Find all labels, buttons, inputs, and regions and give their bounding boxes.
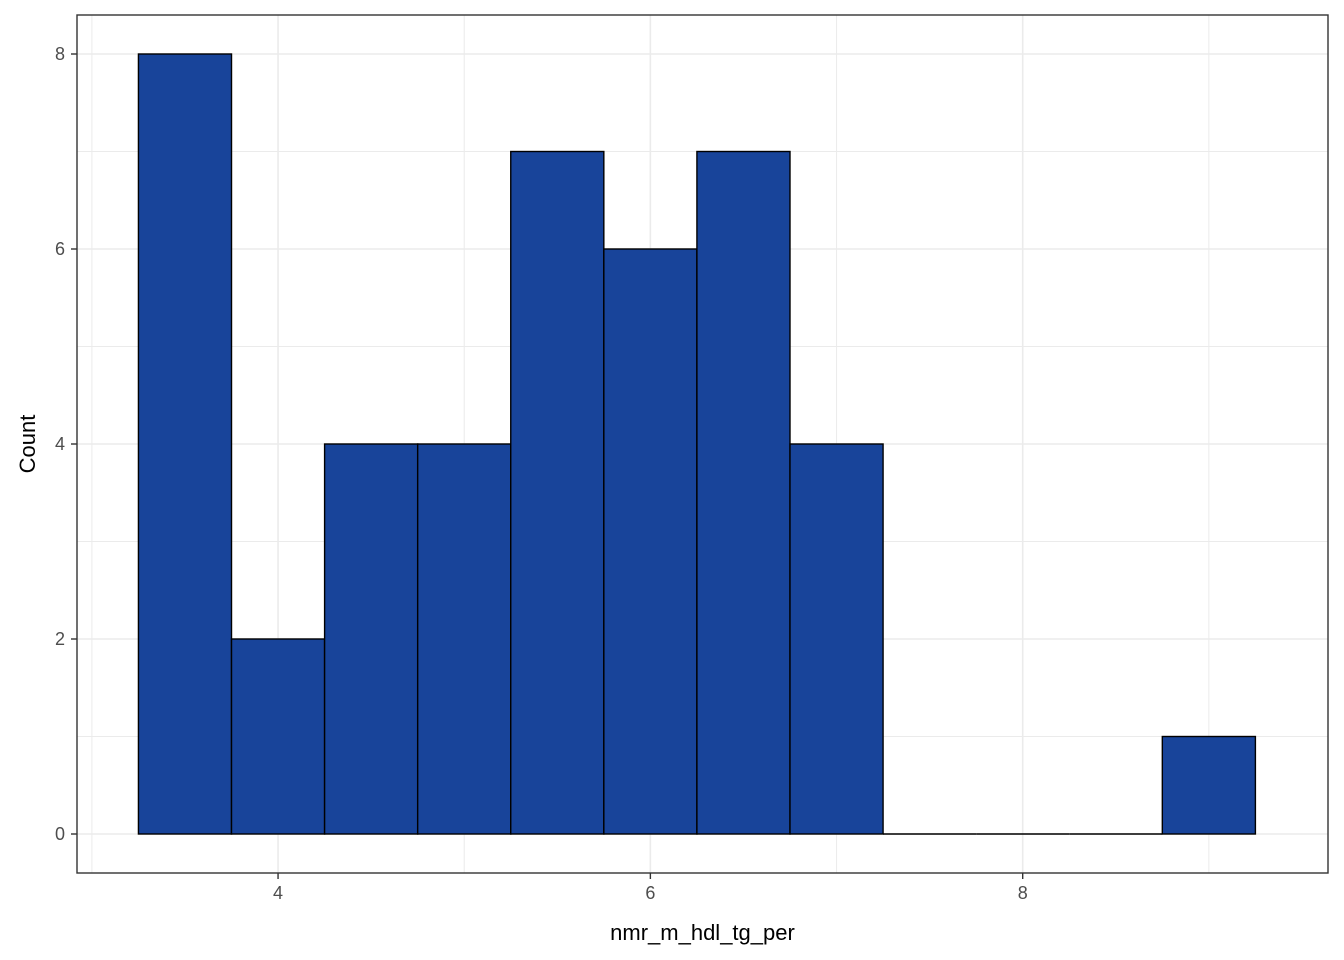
y-tick-label: 8 [55, 44, 65, 64]
histogram-bar [789, 443, 884, 835]
histogram-bars [137, 53, 1257, 835]
histogram-bar [137, 53, 233, 835]
x-axis-title: nmr_m_hdl_tg_per [610, 920, 795, 945]
histogram-bar [230, 638, 326, 835]
histogram-bar [416, 443, 512, 835]
y-tick-label: 6 [55, 239, 65, 259]
histogram-bar [696, 150, 791, 835]
y-axis-title: Count [15, 415, 40, 474]
histogram-bar [1161, 735, 1257, 835]
histogram-bar [510, 150, 605, 835]
histogram-bar [323, 443, 419, 835]
x-tick-label: 8 [1018, 883, 1028, 903]
y-tick-label: 0 [55, 824, 65, 844]
x-tick-label: 4 [273, 883, 283, 903]
y-tick-label: 2 [55, 629, 65, 649]
y-axis-ticks: 0 2 4 6 8 [55, 44, 77, 844]
histogram-bar [603, 248, 698, 835]
y-tick-label: 4 [55, 434, 65, 454]
x-tick-label: 6 [645, 883, 655, 903]
x-axis-ticks: 4 6 8 [273, 873, 1028, 903]
